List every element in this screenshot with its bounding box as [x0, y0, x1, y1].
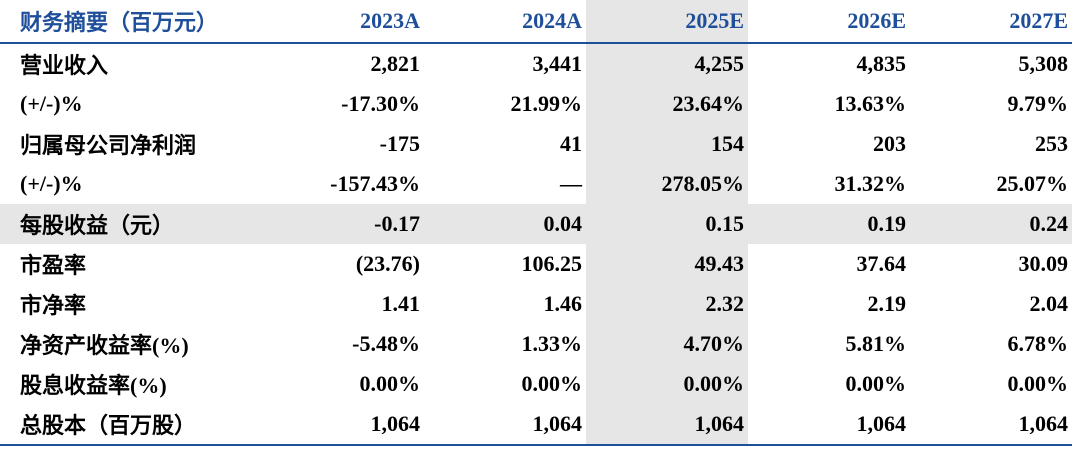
table-row: 营业收入 2,821 3,441 4,255 4,835 5,308	[0, 43, 1072, 84]
cell: 1,064	[262, 404, 424, 446]
cell: 2.04	[1029, 291, 1069, 316]
cell: 25.07%	[996, 171, 1069, 196]
cell: 49.43	[586, 244, 748, 284]
table-row: 每股收益（元） -0.17 0.04 0.15 0.19 0.24	[0, 204, 1072, 244]
row-label: (+/-)%	[20, 91, 83, 116]
cell: 1,064	[910, 404, 1072, 446]
table-row: (+/-)% -17.30% 21.99% 23.64% 13.63% 9.79%	[0, 84, 1072, 124]
cell: 0.00%	[845, 371, 907, 396]
cell: 6.78%	[1007, 331, 1069, 356]
cell: (23.76)	[355, 251, 420, 276]
cell: 1.33%	[521, 331, 583, 356]
cell: 41	[560, 131, 582, 156]
cell: 4,835	[856, 51, 907, 76]
column-header: 2026E	[748, 0, 910, 44]
row-label: (+/-)%	[20, 171, 83, 196]
cell: 3,441	[532, 51, 583, 76]
cell: -5.48%	[352, 331, 420, 356]
cell: 31.32%	[834, 171, 907, 196]
table-row: (+/-)% -157.43% —278.05% 31.32% 25.07%	[0, 164, 1072, 204]
table-row: 股息收益率(%) 0.00% 0.00% 0.00% 0.00% 0.00%	[0, 364, 1072, 404]
cell: 2.19	[867, 291, 907, 316]
cell: 2.32	[586, 284, 748, 324]
cell: 1,064	[586, 404, 748, 446]
cell: 1,064	[748, 404, 910, 446]
table-row: 净资产收益率(%) -5.48% 1.33% 4.70% 5.81% 6.78%	[0, 324, 1072, 364]
cell: 0.00%	[359, 371, 421, 396]
cell: 0.00%	[521, 371, 583, 396]
cell: 2,821	[370, 51, 421, 76]
cell: 37.64	[856, 251, 907, 276]
row-label: 营业收入	[20, 53, 109, 78]
row-label: 市盈率	[20, 253, 87, 278]
row-label: 每股收益（元）	[0, 204, 262, 244]
cell: 154	[586, 124, 748, 164]
cell: 0.00%	[1007, 371, 1069, 396]
cell: 13.63%	[834, 91, 907, 116]
cell: -175	[379, 131, 420, 156]
table-row: 归属母公司净利润 -175 41 154 203 253	[0, 124, 1072, 164]
column-header: 2025E	[586, 0, 748, 44]
cell: 9.79%	[1007, 91, 1069, 116]
cell: 0.00%	[586, 364, 748, 404]
header-title: 财务摘要（百万元）	[0, 0, 262, 44]
cell: 5.81%	[845, 331, 907, 356]
cell: 0.24	[910, 204, 1072, 244]
table-row: 总股本（百万股） 1,064 1,064 1,064 1,064 1,064	[0, 404, 1072, 446]
cell: —	[560, 171, 582, 196]
header-row: 财务摘要（百万元） 2023A 2024A 2025E 2026E 2027E	[0, 0, 1072, 44]
column-header: 2027E	[910, 0, 1072, 44]
cell: 0.19	[748, 204, 910, 244]
cell: 253	[1035, 131, 1068, 156]
cell: 4,255	[586, 43, 748, 84]
table-row: 市净率 1.41 1.46 2.32 2.19 2.04	[0, 284, 1072, 324]
cell: -157.43%	[330, 171, 420, 196]
cell: 23.64%	[586, 84, 748, 124]
column-header: 2024A	[424, 0, 586, 44]
cell: 5,308	[1018, 51, 1069, 76]
row-label: 归属母公司净利润	[20, 133, 197, 158]
cell: 0.15	[586, 204, 748, 244]
row-label: 市净率	[20, 293, 87, 318]
column-header: 2023A	[262, 0, 424, 44]
cell: 1.41	[381, 291, 421, 316]
cell: 4.70%	[586, 324, 748, 364]
row-label: 总股本（百万股）	[0, 404, 262, 446]
cell: -0.17	[262, 204, 424, 244]
cell: 30.09	[1018, 251, 1069, 276]
cell: 21.99%	[510, 91, 583, 116]
cell: 1.46	[543, 291, 583, 316]
cell: 0.04	[424, 204, 586, 244]
row-label: 净资产收益率(%)	[20, 333, 189, 358]
cell: 203	[873, 131, 906, 156]
cell: 106.25	[521, 251, 583, 276]
cell: 278.05%	[586, 164, 748, 204]
table-row: 市盈率 (23.76) 106.25 49.43 37.64 30.09	[0, 244, 1072, 284]
cell: 1,064	[424, 404, 586, 446]
cell: -17.30%	[341, 91, 420, 116]
row-label: 股息收益率(%)	[20, 373, 167, 398]
